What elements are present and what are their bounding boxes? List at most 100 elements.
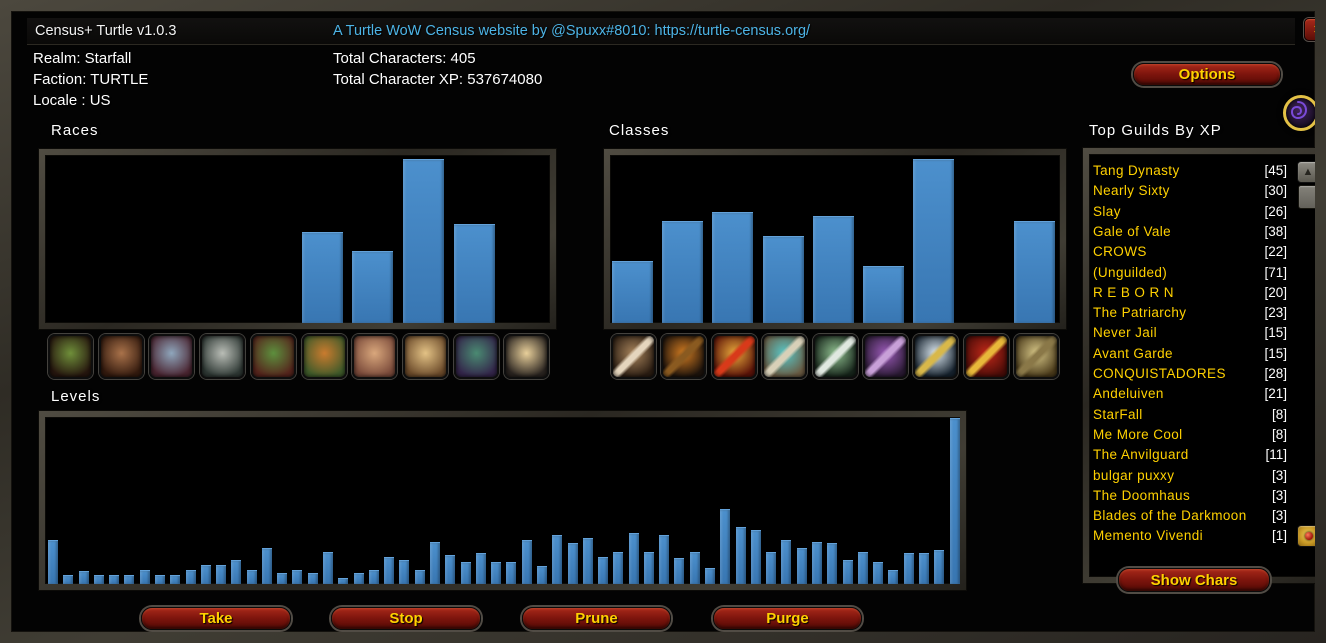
gnome-race-icon[interactable] xyxy=(352,334,398,379)
scroll-down-button[interactable] xyxy=(1297,525,1315,547)
take-button[interactable]: Take xyxy=(141,607,291,630)
levels-bar-32 xyxy=(521,540,532,584)
warrior-sword-class-icon[interactable] xyxy=(913,334,959,379)
warlock-class-icon[interactable] xyxy=(863,334,908,379)
prune-button[interactable]: Prune xyxy=(522,607,671,630)
levels-bar-1 xyxy=(48,540,58,584)
paladin-hammer-class-icon[interactable] xyxy=(762,334,808,379)
hunter-bow-class-icon[interactable] xyxy=(661,334,707,379)
levels-bar-37 xyxy=(598,557,609,584)
guild-row[interactable]: Memento Vivendi [1] xyxy=(1089,526,1295,546)
scroll-up-button[interactable]: ▲ xyxy=(1297,161,1315,183)
levels-bar-50 xyxy=(796,548,807,584)
guild-name: R E B O R N xyxy=(1093,284,1174,300)
guild-row[interactable]: Gale of Vale [38] xyxy=(1089,222,1295,242)
purge-button[interactable]: Purge xyxy=(713,607,862,630)
guild-row[interactable]: The Doomhaus [3] xyxy=(1089,486,1295,506)
guild-name: Gale of Vale xyxy=(1093,223,1172,239)
human-race-icon[interactable] xyxy=(402,334,448,379)
levels-bar-30 xyxy=(491,562,502,584)
guild-row[interactable]: The Patriarchy [23] xyxy=(1089,303,1295,323)
levels-bar-19 xyxy=(323,552,334,584)
high-elf-race-icon[interactable] xyxy=(504,334,550,379)
guild-name: Avant Garde xyxy=(1093,345,1173,361)
night-elf-race-icon[interactable] xyxy=(453,334,499,379)
dwarf-race-icon[interactable] xyxy=(301,334,347,379)
levels-bar-59 xyxy=(934,550,945,584)
show-chars-button[interactable]: Show Chars xyxy=(1118,568,1270,592)
scroll-down-gem-icon xyxy=(1305,532,1313,540)
guild-row[interactable]: Avant Garde [15] xyxy=(1089,344,1295,364)
guild-row[interactable]: bulgar puxxy [3] xyxy=(1089,466,1295,486)
guild-name: CONQUISTADORES xyxy=(1093,366,1226,381)
levels-bar-31 xyxy=(506,562,517,584)
guild-row[interactable]: Andeluiven [21] xyxy=(1089,384,1295,404)
levels-bar-46 xyxy=(735,527,746,584)
guild-row[interactable]: Me More Cool [8] xyxy=(1089,425,1295,445)
levels-bar-26 xyxy=(430,542,440,584)
levels-bar-60 xyxy=(949,418,960,584)
druid-claw-class-icon[interactable] xyxy=(611,334,656,379)
census-website-link[interactable]: A Turtle WoW Census website by @Spuxx#80… xyxy=(333,23,811,39)
levels-bar-11 xyxy=(200,565,211,584)
shaman-crest-class-icon[interactable] xyxy=(963,334,1009,379)
guild-row[interactable]: Slay [26] xyxy=(1089,202,1295,222)
levels-bar-16 xyxy=(277,573,288,584)
scrollbar-thumb[interactable] xyxy=(1298,185,1315,209)
guild-row[interactable]: The Anvilguard [11] xyxy=(1089,445,1295,465)
guild-row[interactable]: (Unguilded) [71] xyxy=(1089,263,1295,283)
levels-bar-55 xyxy=(873,562,884,584)
guild-row[interactable]: Never Jail [15] xyxy=(1089,323,1295,343)
guild-name: The Doomhaus xyxy=(1093,487,1191,503)
guild-member-count: [38] xyxy=(1264,223,1287,239)
guild-member-count: [20] xyxy=(1264,284,1287,300)
levels-bar-8 xyxy=(154,575,165,584)
guild-row[interactable]: Tang Dynasty [45] xyxy=(1089,161,1295,181)
classes-chart-panel xyxy=(604,149,1066,329)
guild-list: Tang Dynasty [45] Nearly Sixty [30] Slay [26]… xyxy=(1089,155,1315,577)
undead-race-icon[interactable] xyxy=(200,334,246,379)
total-xp-label: Total Character XP: 537674080 xyxy=(333,71,543,88)
classes-bar-7 xyxy=(913,159,955,323)
title-bar[interactable]: Census+ Turtle v1.0.3 A Turtle WoW Censu… xyxy=(27,18,1295,45)
levels-bar-56 xyxy=(888,570,899,584)
guild-member-count: [26] xyxy=(1264,203,1287,219)
guild-name: Tang Dynasty xyxy=(1093,163,1180,178)
classes-section-title: Classes xyxy=(609,122,670,139)
levels-bar-10 xyxy=(185,570,196,584)
levels-bar-25 xyxy=(414,570,425,584)
guild-row[interactable]: Nearly Sixty [30] xyxy=(1089,181,1295,201)
guild-row[interactable]: Blades of the Darkmoon [3] xyxy=(1089,506,1295,526)
races-bar-9 xyxy=(453,224,495,323)
guild-member-count: [3] xyxy=(1271,467,1287,483)
options-button[interactable]: Options xyxy=(1133,63,1281,86)
minimap-spiral-icon[interactable] xyxy=(1283,95,1315,131)
guild-member-count: [15] xyxy=(1264,345,1287,361)
close-button[interactable]: × xyxy=(1304,18,1315,41)
levels-chart xyxy=(45,417,960,584)
levels-bar-39 xyxy=(628,533,639,584)
goblin-race-icon[interactable] xyxy=(250,334,296,379)
orc-race-icon[interactable] xyxy=(48,334,93,379)
classes-bar-4 xyxy=(762,236,804,323)
troll-race-icon[interactable] xyxy=(149,334,195,379)
tauren-race-icon[interactable] xyxy=(98,334,144,379)
faction-label: Faction: TURTLE xyxy=(33,71,149,88)
rogue-dagger-class-icon[interactable] xyxy=(812,334,858,379)
guild-name: CROWS xyxy=(1093,244,1147,260)
guild-row[interactable]: StarFall [8] xyxy=(1089,405,1295,425)
levels-bar-29 xyxy=(475,553,486,584)
guild-row[interactable]: CONQUISTADORES [28] xyxy=(1089,364,1295,384)
guild-row[interactable]: CROWS [22] xyxy=(1089,242,1295,262)
stop-button[interactable]: Stop xyxy=(331,607,481,630)
levels-bar-6 xyxy=(124,575,135,584)
guild-row[interactable]: R E B O R N [20] xyxy=(1089,283,1295,303)
guild-member-count: [23] xyxy=(1264,305,1287,321)
races-bar-8 xyxy=(402,159,444,323)
mage-staff-class-icon[interactable] xyxy=(711,334,757,379)
guilds-section-title: Top Guilds By XP xyxy=(1089,122,1222,139)
priest-hammer-class-icon[interactable] xyxy=(1014,334,1060,379)
guild-member-count: [45] xyxy=(1264,163,1287,178)
guild-member-count: [22] xyxy=(1264,244,1287,260)
guild-name: Me More Cool xyxy=(1093,426,1183,442)
